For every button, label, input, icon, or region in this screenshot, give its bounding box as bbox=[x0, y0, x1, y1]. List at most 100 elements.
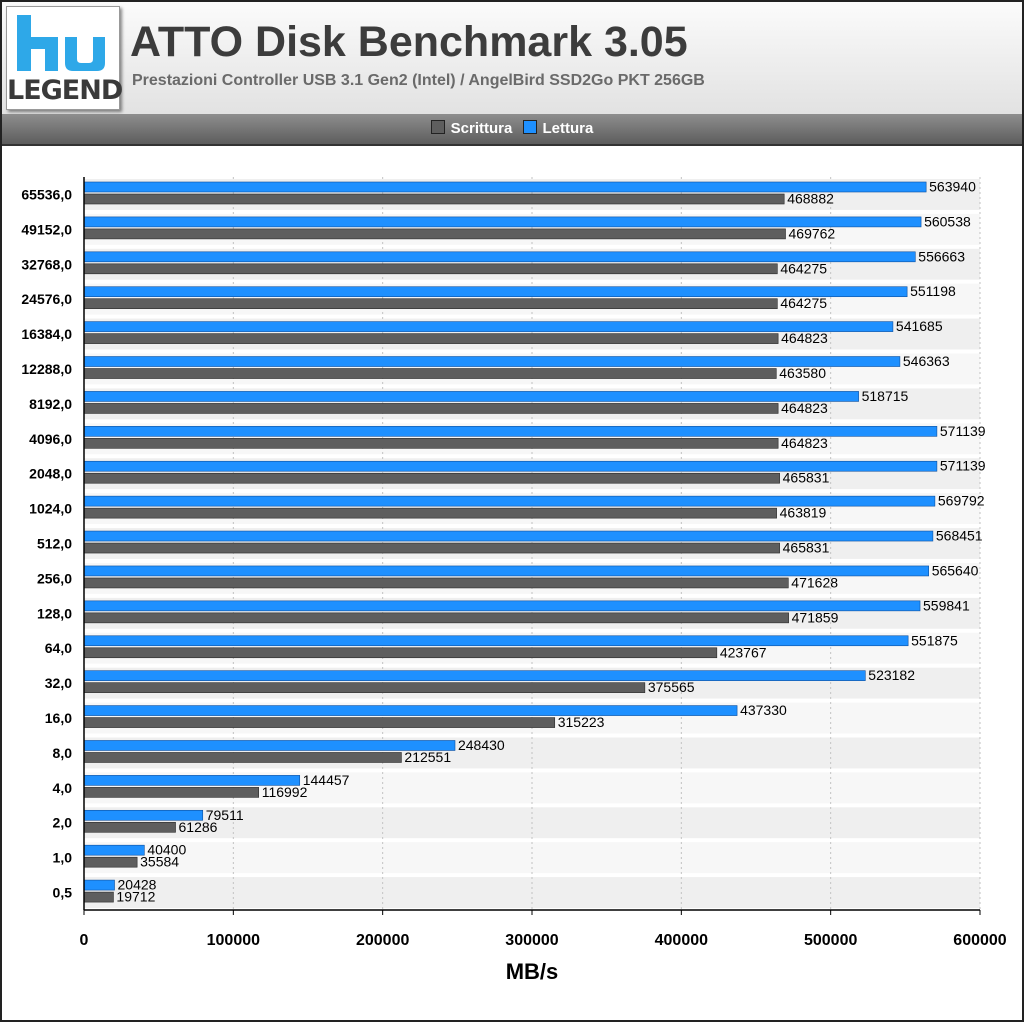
bar-write bbox=[83, 228, 786, 240]
legend-label-read: Lettura bbox=[542, 120, 594, 137]
data-label-write: 463580 bbox=[779, 365, 826, 381]
logo-mark-icon bbox=[17, 15, 105, 71]
bar-write bbox=[83, 891, 114, 903]
data-label-read: 437330 bbox=[740, 702, 787, 718]
data-label-read: 560538 bbox=[924, 213, 971, 229]
legend-item-write: Scrittura bbox=[430, 120, 513, 137]
legend-swatch-read bbox=[522, 120, 537, 134]
data-label-read: 569792 bbox=[938, 493, 985, 509]
y-tick-label: 512,0 bbox=[37, 536, 72, 552]
data-label-write: 464823 bbox=[781, 400, 828, 416]
bar-write bbox=[83, 612, 789, 624]
bar-write bbox=[83, 263, 778, 275]
y-tick-label: 49152,0 bbox=[21, 221, 72, 237]
data-label-read: 559841 bbox=[923, 597, 970, 613]
y-tick-label: 0,5 bbox=[53, 885, 73, 901]
data-label-write: 61286 bbox=[179, 819, 218, 835]
bar-write bbox=[83, 787, 260, 798]
y-tick-label: 24576,0 bbox=[21, 291, 72, 307]
legend-bar: Scrittura Lettura bbox=[2, 114, 1022, 146]
page-title: ATTO Disk Benchmark 3.05 bbox=[130, 18, 688, 66]
data-label-write: 465831 bbox=[783, 470, 830, 486]
data-label-write: 463819 bbox=[780, 505, 827, 521]
data-label-read: 79511 bbox=[206, 807, 244, 823]
bar-read bbox=[83, 321, 894, 332]
y-tick-label: 16,0 bbox=[45, 710, 72, 726]
bar-write bbox=[83, 438, 779, 449]
x-tick-label: 300000 bbox=[505, 932, 558, 949]
data-label-read: 546363 bbox=[903, 353, 950, 369]
data-label-write: 35584 bbox=[140, 854, 179, 870]
data-label-write: 471859 bbox=[792, 609, 839, 625]
data-label-write: 469762 bbox=[789, 225, 836, 241]
data-label-write: 464823 bbox=[781, 435, 828, 451]
bar-read bbox=[83, 356, 901, 367]
x-axis-label: MB/s bbox=[506, 959, 559, 984]
page-subtitle: Prestazioni Controller USB 3.1 Gen2 (Int… bbox=[132, 72, 705, 89]
y-tick-label: 2048,0 bbox=[29, 466, 72, 482]
data-label-read: 551198 bbox=[910, 283, 956, 299]
data-label-read: 563940 bbox=[929, 179, 976, 195]
y-tick-label: 4096,0 bbox=[29, 431, 72, 447]
data-label-write: 471628 bbox=[791, 574, 838, 590]
y-tick-label: 64,0 bbox=[45, 640, 72, 656]
data-label-read: 571139 bbox=[940, 423, 986, 439]
bar-read bbox=[83, 844, 145, 856]
y-tick-label: 65536,0 bbox=[21, 186, 72, 202]
legend-label-write: Scrittura bbox=[450, 120, 513, 137]
y-tick-label: 1,0 bbox=[53, 850, 73, 866]
data-label-write: 464823 bbox=[781, 330, 828, 346]
data-label-read: 556663 bbox=[918, 248, 965, 264]
x-tick-label: 0 bbox=[80, 932, 89, 949]
data-label-read: 565640 bbox=[932, 562, 979, 578]
bar-write bbox=[83, 403, 779, 414]
bar-write bbox=[83, 577, 789, 589]
data-label-write: 465831 bbox=[783, 540, 830, 556]
legend: Scrittura Lettura bbox=[2, 120, 1022, 137]
bar-write bbox=[83, 856, 138, 868]
bar-write bbox=[83, 193, 785, 205]
data-label-write: 464275 bbox=[780, 260, 827, 276]
data-label-write: 116992 bbox=[262, 784, 308, 800]
y-tick-label: 2,0 bbox=[53, 815, 73, 831]
y-tick-label: 4,0 bbox=[53, 780, 73, 796]
bar-write bbox=[83, 752, 402, 763]
bar-write bbox=[83, 472, 780, 484]
x-tick-label: 100000 bbox=[207, 932, 260, 949]
header: LEGEND ATTO Disk Benchmark 3.05 Prestazi… bbox=[2, 2, 1022, 116]
data-label-read: 551875 bbox=[911, 632, 958, 648]
y-tick-label: 8,0 bbox=[53, 745, 73, 761]
y-tick-label: 32768,0 bbox=[21, 256, 72, 272]
site-logo: LEGEND bbox=[6, 6, 123, 110]
data-label-write: 315223 bbox=[558, 714, 605, 730]
bar-write bbox=[83, 368, 777, 379]
data-label-write: 375565 bbox=[648, 679, 695, 695]
data-label-write: 468882 bbox=[787, 191, 834, 207]
bar-write bbox=[83, 682, 646, 693]
y-tick-label: 12288,0 bbox=[21, 361, 72, 377]
data-label-write: 464275 bbox=[780, 295, 827, 311]
bar-read bbox=[83, 705, 738, 716]
x-tick-label: 200000 bbox=[356, 932, 409, 949]
data-label-read: 523182 bbox=[868, 667, 915, 683]
bar-read bbox=[83, 635, 909, 647]
y-tick-label: 16384,0 bbox=[21, 326, 72, 342]
logo-text: LEGEND bbox=[7, 75, 123, 106]
legend-swatch-write bbox=[430, 120, 445, 134]
x-tick-label: 600000 bbox=[953, 932, 1006, 949]
data-label-read: 571139 bbox=[940, 458, 986, 474]
bar-write bbox=[83, 507, 777, 519]
data-label-read: 40400 bbox=[147, 842, 186, 858]
bar-write bbox=[83, 821, 176, 833]
legend-item-read: Lettura bbox=[522, 120, 594, 137]
data-label-write: 19712 bbox=[116, 889, 155, 905]
bar-write bbox=[83, 647, 718, 659]
data-label-read: 518715 bbox=[862, 388, 909, 404]
y-tick-label: 128,0 bbox=[37, 605, 72, 621]
x-tick-label: 400000 bbox=[655, 932, 708, 949]
y-tick-label: 32,0 bbox=[45, 675, 72, 691]
bar-read bbox=[83, 740, 456, 751]
bar-read bbox=[83, 879, 115, 891]
